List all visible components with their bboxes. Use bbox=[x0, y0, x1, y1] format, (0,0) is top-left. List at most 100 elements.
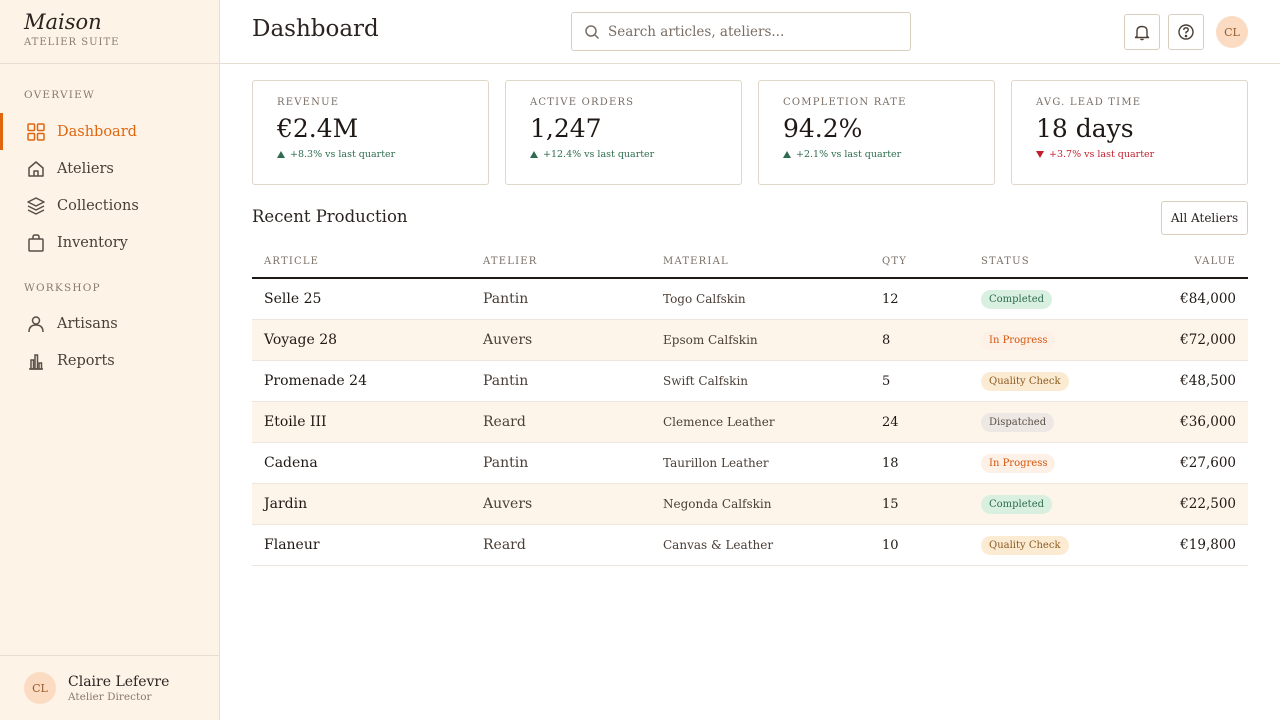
cell-material: Swift Calfskin bbox=[663, 361, 748, 401]
production-table: ARTICLE ATELIER MATERIAL QTY STATUS VALU… bbox=[252, 244, 1248, 566]
cell-qty-text: 5 bbox=[882, 373, 891, 389]
sidebar-item-label: Inventory bbox=[57, 234, 128, 251]
kpi-card-revenue: REVENUE €2.4M +8.3% vs last quarter bbox=[252, 80, 489, 185]
bar-chart-icon bbox=[26, 351, 46, 371]
cell-atelier-text: Pantin bbox=[483, 455, 529, 471]
cell-status: Completed bbox=[981, 279, 1053, 319]
column-header-material[interactable]: MATERIAL bbox=[663, 256, 729, 267]
cell-material: Negonda Calfskin bbox=[663, 484, 772, 524]
cell-qty: 18 bbox=[882, 443, 899, 483]
cell-material: Epsom Calfskin bbox=[663, 320, 758, 360]
cell-value: €84,000 bbox=[1180, 279, 1236, 319]
sidebar-item-label: Artisans bbox=[57, 315, 118, 332]
help-button[interactable] bbox=[1168, 14, 1204, 50]
grid-icon bbox=[26, 122, 46, 142]
table-row[interactable]: Voyage 28 Auvers Epsom Calfskin 8 In Progres… bbox=[252, 320, 1248, 361]
kpi-delta: +3.7% vs last quarter bbox=[1036, 149, 1223, 160]
sidebar-item-ateliers[interactable]: Ateliers bbox=[0, 150, 219, 187]
status-badge: Dispatched bbox=[981, 412, 1055, 432]
cell-material: Canvas & Leather bbox=[663, 525, 773, 565]
sidebar: Maison ATELIER SUITE OVERVIEW Dashboard … bbox=[0, 0, 220, 720]
kpi-card-lead-time: AVG. LEAD TIME 18 days +3.7% vs last qua… bbox=[1011, 80, 1248, 185]
table-body: Selle 25 Pantin Togo Calfskin 12 Completed €8… bbox=[252, 279, 1248, 566]
column-header-article[interactable]: ARTICLE bbox=[264, 256, 320, 267]
notifications-button[interactable] bbox=[1124, 14, 1160, 50]
header-avatar[interactable]: CL bbox=[1216, 16, 1248, 48]
brand-name: Maison bbox=[24, 10, 102, 34]
cell-value-text: €27,600 bbox=[1180, 455, 1236, 471]
trend-up-icon bbox=[277, 151, 285, 158]
help-icon bbox=[1177, 23, 1195, 41]
cell-value-text: €48,500 bbox=[1180, 373, 1236, 389]
column-header-status[interactable]: STATUS bbox=[981, 256, 1030, 267]
sidebar-item-dashboard[interactable]: Dashboard bbox=[0, 113, 219, 150]
search-input[interactable] bbox=[608, 23, 898, 40]
kpi-card-active-orders: ACTIVE ORDERS 1,247 +12.4% vs last quart… bbox=[505, 80, 742, 185]
status-badge: Quality Check bbox=[981, 535, 1069, 555]
search-box[interactable] bbox=[571, 12, 911, 51]
section-title: Recent Production bbox=[252, 207, 408, 226]
page-title: Dashboard bbox=[252, 16, 379, 42]
status-badge: Quality Check bbox=[981, 371, 1069, 391]
cell-qty: 12 bbox=[882, 279, 899, 319]
cell-article-text: Selle 25 bbox=[264, 291, 322, 307]
cell-qty: 24 bbox=[882, 402, 899, 442]
table-row[interactable]: Promenade 24 Pantin Swift Calfskin 5 Quality… bbox=[252, 361, 1248, 402]
table-header: ARTICLE ATELIER MATERIAL QTY STATUS VALU… bbox=[252, 244, 1248, 279]
atelier-filter-button[interactable]: All Ateliers bbox=[1161, 201, 1248, 235]
table-row[interactable]: Selle 25 Pantin Togo Calfskin 12 Completed €8… bbox=[252, 279, 1248, 320]
trend-up-icon bbox=[530, 151, 538, 158]
cell-material-text: Epsom Calfskin bbox=[663, 333, 758, 347]
home-icon bbox=[26, 159, 46, 179]
cell-article: Promenade 24 bbox=[264, 361, 367, 401]
cell-qty: 8 bbox=[882, 320, 890, 360]
sidebar-item-reports[interactable]: Reports bbox=[0, 342, 219, 379]
cell-article-text: Flaneur bbox=[264, 537, 320, 553]
column-header-value[interactable]: VALUE bbox=[1194, 256, 1236, 267]
cell-material-text: Negonda Calfskin bbox=[663, 497, 772, 511]
cell-material-text: Togo Calfskin bbox=[663, 292, 746, 306]
cell-status: Quality Check bbox=[981, 361, 1069, 401]
table-row[interactable]: Flaneur Reard Canvas & Leather 10 Quality Ch… bbox=[252, 525, 1248, 566]
kpi-delta-text: +8.3% vs last quarter bbox=[290, 149, 396, 160]
column-header-qty[interactable]: QTY bbox=[882, 256, 908, 267]
person-icon bbox=[26, 314, 46, 334]
user-profile[interactable]: CL Claire Lefevre Atelier Director bbox=[0, 655, 219, 720]
trend-down-icon bbox=[1036, 151, 1044, 158]
avatar: CL bbox=[24, 672, 56, 704]
bag-icon bbox=[26, 233, 46, 253]
cell-value: €22,500 bbox=[1180, 484, 1236, 524]
sidebar-item-artisans[interactable]: Artisans bbox=[0, 305, 219, 342]
cell-value-text: €84,000 bbox=[1180, 291, 1236, 307]
kpi-value: 94.2% bbox=[783, 114, 863, 143]
table-row[interactable]: Jardin Auvers Negonda Calfskin 15 Completed €… bbox=[252, 484, 1248, 525]
cell-material-text: Taurillon Leather bbox=[663, 456, 769, 470]
cell-atelier: Reard bbox=[483, 402, 526, 442]
cell-value-text: €36,000 bbox=[1180, 414, 1236, 430]
cell-status: In Progress bbox=[981, 320, 1056, 360]
sidebar-item-collections[interactable]: Collections bbox=[0, 187, 219, 224]
kpi-delta-text: +3.7% vs last quarter bbox=[1049, 149, 1155, 160]
sidebar-item-label: Dashboard bbox=[57, 123, 137, 140]
cell-material-text: Swift Calfskin bbox=[663, 374, 749, 388]
cell-article: Flaneur bbox=[264, 525, 320, 565]
nav-section-workshop: WORKSHOP bbox=[24, 282, 101, 294]
cell-qty-text: 18 bbox=[882, 455, 899, 471]
kpi-label: REVENUE bbox=[277, 97, 340, 108]
trend-up-icon bbox=[783, 151, 791, 158]
search-icon bbox=[584, 24, 600, 40]
cell-qty: 15 bbox=[882, 484, 899, 524]
cell-qty: 10 bbox=[882, 525, 899, 565]
cell-material-text: Canvas & Leather bbox=[663, 538, 774, 552]
cell-status: Quality Check bbox=[981, 525, 1069, 565]
sidebar-item-inventory[interactable]: Inventory bbox=[0, 224, 219, 261]
table-row[interactable]: Etoile III Reard Clemence Leather 24 Dispatc… bbox=[252, 402, 1248, 443]
cell-atelier-text: Auvers bbox=[483, 332, 533, 348]
cell-value: €48,500 bbox=[1180, 361, 1236, 401]
table-row[interactable]: Cadena Pantin Taurillon Leather 18 In Progre… bbox=[252, 443, 1248, 484]
cell-article-text: Cadena bbox=[264, 455, 318, 471]
column-header-atelier[interactable]: ATELIER bbox=[483, 256, 538, 267]
cell-article-text: Promenade 24 bbox=[264, 373, 367, 389]
cell-atelier-text: Reard bbox=[483, 414, 526, 430]
cell-atelier-text: Pantin bbox=[483, 373, 529, 389]
